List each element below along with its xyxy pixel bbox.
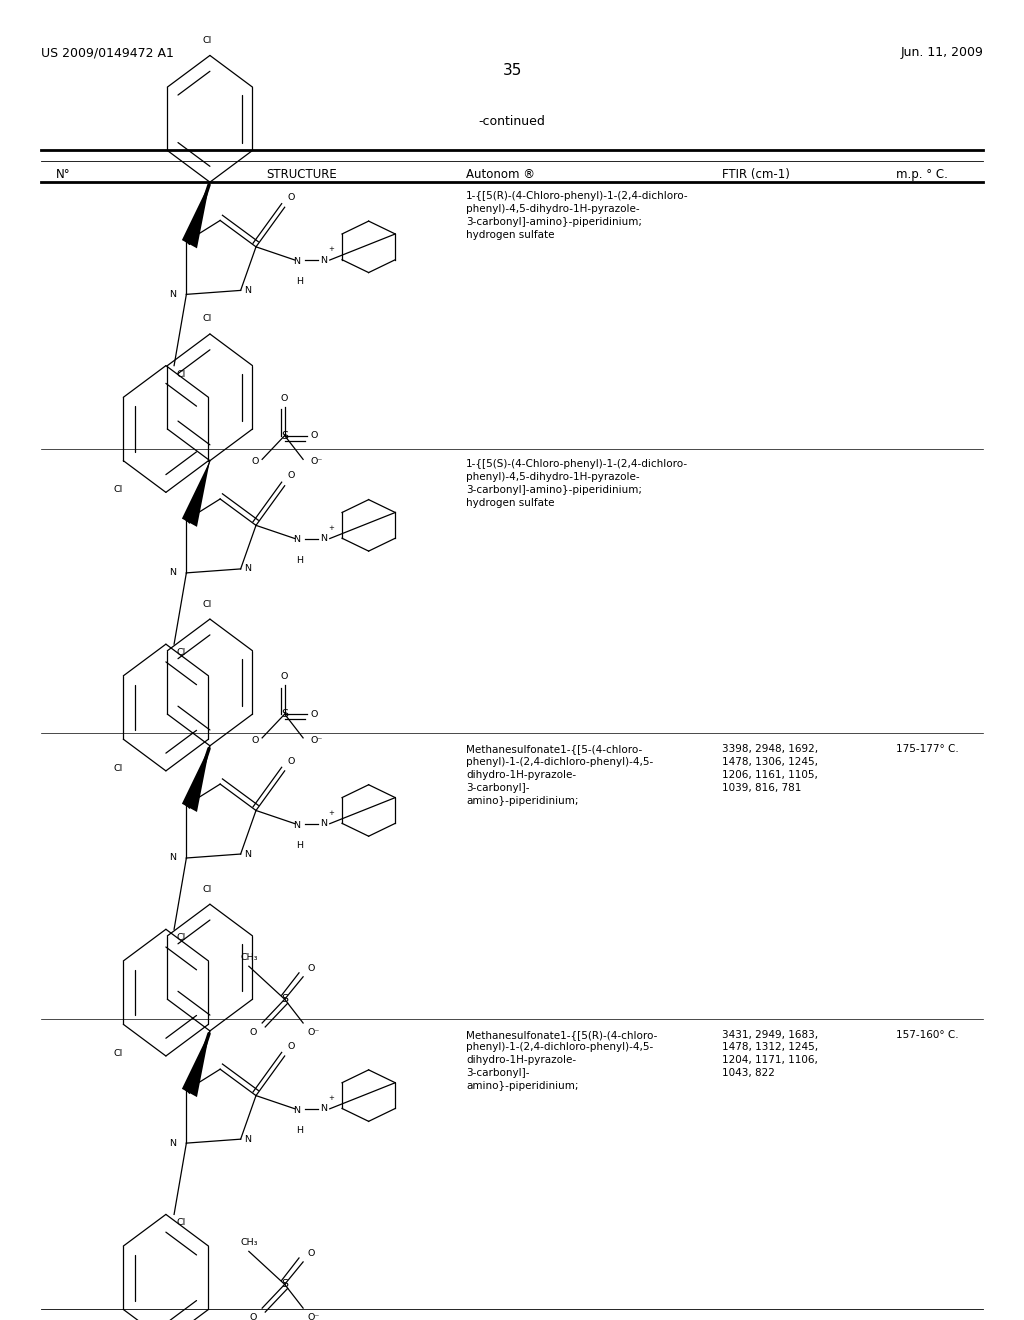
Text: O⁻: O⁻ xyxy=(307,1313,319,1320)
Text: 3398, 2948, 1692,
1478, 1306, 1245,
1206, 1161, 1105,
1039, 816, 781: 3398, 2948, 1692, 1478, 1306, 1245, 1206… xyxy=(722,744,818,793)
Text: O: O xyxy=(252,458,259,466)
Text: +: + xyxy=(329,809,335,816)
Text: Cl: Cl xyxy=(176,1218,185,1228)
Text: FTIR (cm-1): FTIR (cm-1) xyxy=(722,168,790,181)
Text: Cl: Cl xyxy=(203,36,212,45)
Text: S: S xyxy=(282,994,288,1005)
Text: O: O xyxy=(281,672,289,681)
Text: N: N xyxy=(244,850,251,858)
Text: N: N xyxy=(244,286,251,294)
Text: 175-177° C.: 175-177° C. xyxy=(896,744,958,755)
Text: O⁻: O⁻ xyxy=(310,458,323,466)
Text: S: S xyxy=(282,430,288,441)
Text: 157-160° C.: 157-160° C. xyxy=(896,1030,958,1040)
Text: O⁻: O⁻ xyxy=(307,1028,319,1038)
Text: O: O xyxy=(288,1041,295,1051)
Text: O: O xyxy=(310,432,317,440)
Text: O: O xyxy=(307,964,314,973)
Text: O: O xyxy=(307,1249,314,1258)
Text: Methanesulfonate1-{[5(R)-(4-chloro-
phenyl)-1-(2,4-dichloro-phenyl)-4,5-
dihydro: Methanesulfonate1-{[5(R)-(4-chloro- phen… xyxy=(466,1030,657,1090)
Text: CH₃: CH₃ xyxy=(240,1238,258,1247)
Text: N: N xyxy=(321,256,328,264)
Text: Cl: Cl xyxy=(114,1049,123,1057)
Text: Cl: Cl xyxy=(114,486,123,494)
Text: H: H xyxy=(297,841,303,850)
Text: -continued: -continued xyxy=(478,115,546,128)
Text: O: O xyxy=(288,756,295,766)
Text: O: O xyxy=(281,393,289,403)
Text: Cl: Cl xyxy=(176,648,185,657)
Text: 3431, 2949, 1683,
1478, 1312, 1245,
1204, 1171, 1106,
1043, 822: 3431, 2949, 1683, 1478, 1312, 1245, 1204… xyxy=(722,1030,818,1078)
Text: N: N xyxy=(244,1135,251,1143)
Text: m.p. ° C.: m.p. ° C. xyxy=(896,168,948,181)
Text: N: N xyxy=(169,1139,176,1147)
Text: O: O xyxy=(288,471,295,480)
Text: O: O xyxy=(250,1313,257,1320)
Polygon shape xyxy=(182,746,210,812)
Text: O: O xyxy=(252,737,259,744)
Text: Cl: Cl xyxy=(203,314,212,323)
Polygon shape xyxy=(182,461,210,527)
Text: N°: N° xyxy=(56,168,71,181)
Text: Methanesulfonate1-{[5-(4-chloro-
phenyl)-1-(2,4-dichloro-phenyl)-4,5-
dihydro-1H: Methanesulfonate1-{[5-(4-chloro- phenyl)… xyxy=(466,744,653,805)
Text: H: H xyxy=(297,556,303,565)
Text: H: H xyxy=(297,277,303,286)
Text: STRUCTURE: STRUCTURE xyxy=(266,168,338,181)
Text: US 2009/0149472 A1: US 2009/0149472 A1 xyxy=(41,46,174,59)
Text: H: H xyxy=(297,1126,303,1135)
Text: CH₃: CH₃ xyxy=(240,953,258,962)
Text: Autonom ®: Autonom ® xyxy=(466,168,535,181)
Text: N: N xyxy=(294,1106,300,1114)
Text: N: N xyxy=(169,854,176,862)
Text: N: N xyxy=(294,821,300,829)
Text: Jun. 11, 2009: Jun. 11, 2009 xyxy=(900,46,983,59)
Text: O⁻: O⁻ xyxy=(310,737,323,744)
Text: Cl: Cl xyxy=(176,370,185,379)
Text: S: S xyxy=(282,709,288,719)
Text: N: N xyxy=(244,565,251,573)
Text: S: S xyxy=(282,1279,288,1290)
Text: N: N xyxy=(169,569,176,577)
Text: N: N xyxy=(321,1105,328,1113)
Text: N: N xyxy=(294,257,300,265)
Polygon shape xyxy=(182,1031,210,1097)
Text: Cl: Cl xyxy=(203,599,212,609)
Text: +: + xyxy=(329,1094,335,1101)
Text: O: O xyxy=(288,193,295,202)
Text: +: + xyxy=(329,246,335,252)
Text: Cl: Cl xyxy=(203,884,212,894)
Text: 1-{[5(R)-(4-Chloro-phenyl)-1-(2,4-dichloro-
phenyl)-4,5-dihydro-1H-pyrazole-
3-c: 1-{[5(R)-(4-Chloro-phenyl)-1-(2,4-dichlo… xyxy=(466,191,688,240)
Text: Cl: Cl xyxy=(114,764,123,772)
Text: N: N xyxy=(321,820,328,828)
Text: N: N xyxy=(169,290,176,298)
Text: +: + xyxy=(329,524,335,531)
Text: 1-{[5(S)-(4-Chloro-phenyl)-1-(2,4-dichloro-
phenyl)-4,5-dihydro-1H-pyrazole-
3-c: 1-{[5(S)-(4-Chloro-phenyl)-1-(2,4-dichlo… xyxy=(466,459,688,508)
Text: O: O xyxy=(250,1028,257,1038)
Text: O: O xyxy=(310,710,317,718)
Text: 35: 35 xyxy=(503,63,521,78)
Polygon shape xyxy=(182,182,210,248)
Text: Cl: Cl xyxy=(176,933,185,942)
Text: N: N xyxy=(294,536,300,544)
Text: N: N xyxy=(321,535,328,543)
